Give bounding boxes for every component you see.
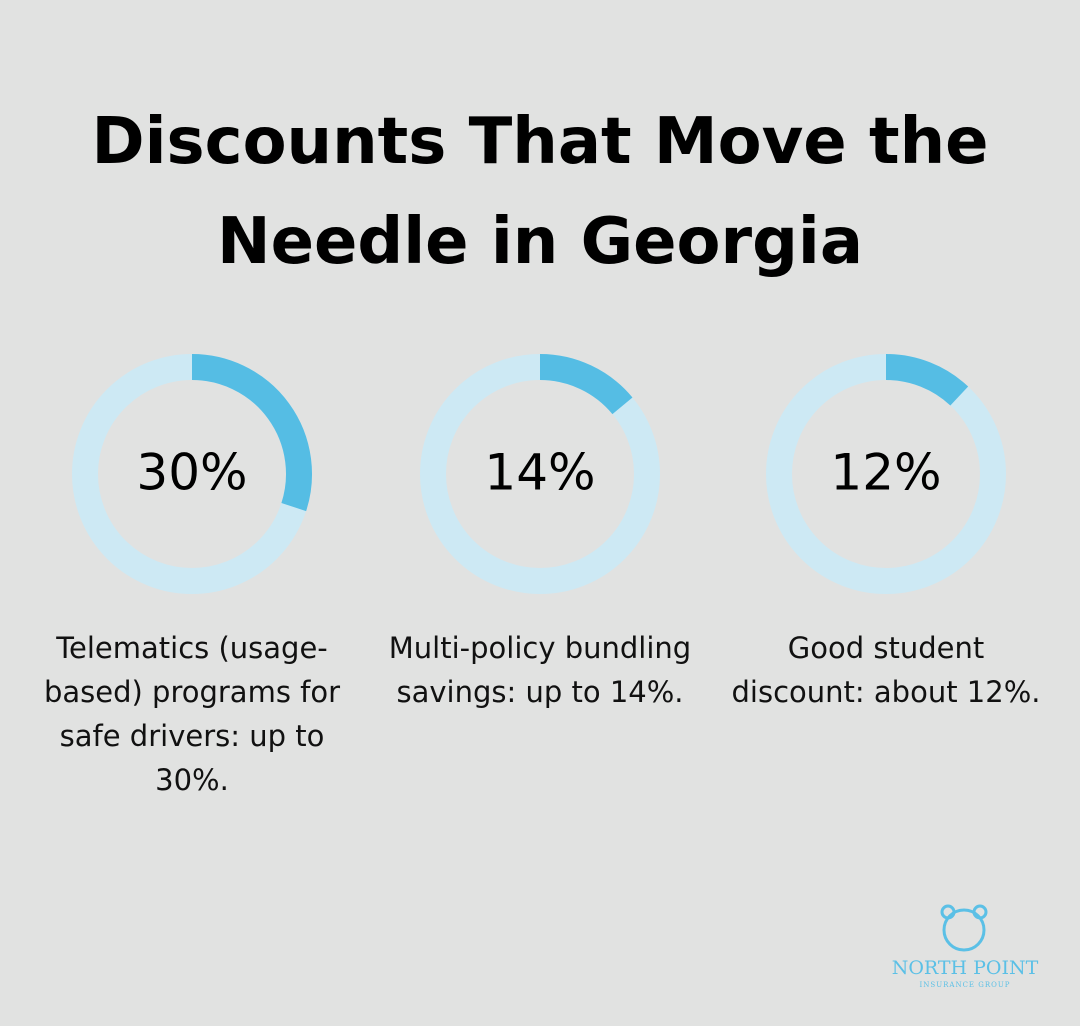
logo-name: NORTH POINT [891, 957, 1039, 979]
description: Good student discount: about 12%. [731, 631, 1041, 709]
donut-arc [191, 354, 312, 512]
donut-arc [885, 354, 969, 406]
logo-tagline: INSURANCE GROUP [919, 981, 1011, 989]
title: Discounts That Move the Needle in Georgi… [91, 105, 989, 279]
logo-icon [940, 904, 988, 952]
value-label: 12% [830, 444, 941, 502]
description: Telematics (usage-based) programs for sa… [43, 631, 341, 797]
value-label: 30% [136, 444, 247, 502]
description: Multi-policy bundling savings: up to 14%… [388, 631, 692, 709]
value-label: 14% [484, 444, 595, 502]
donut-arc [539, 354, 633, 415]
